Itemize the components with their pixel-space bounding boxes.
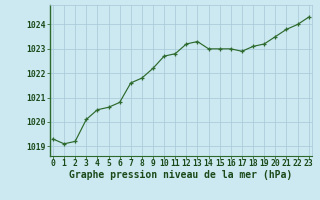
- X-axis label: Graphe pression niveau de la mer (hPa): Graphe pression niveau de la mer (hPa): [69, 170, 292, 180]
